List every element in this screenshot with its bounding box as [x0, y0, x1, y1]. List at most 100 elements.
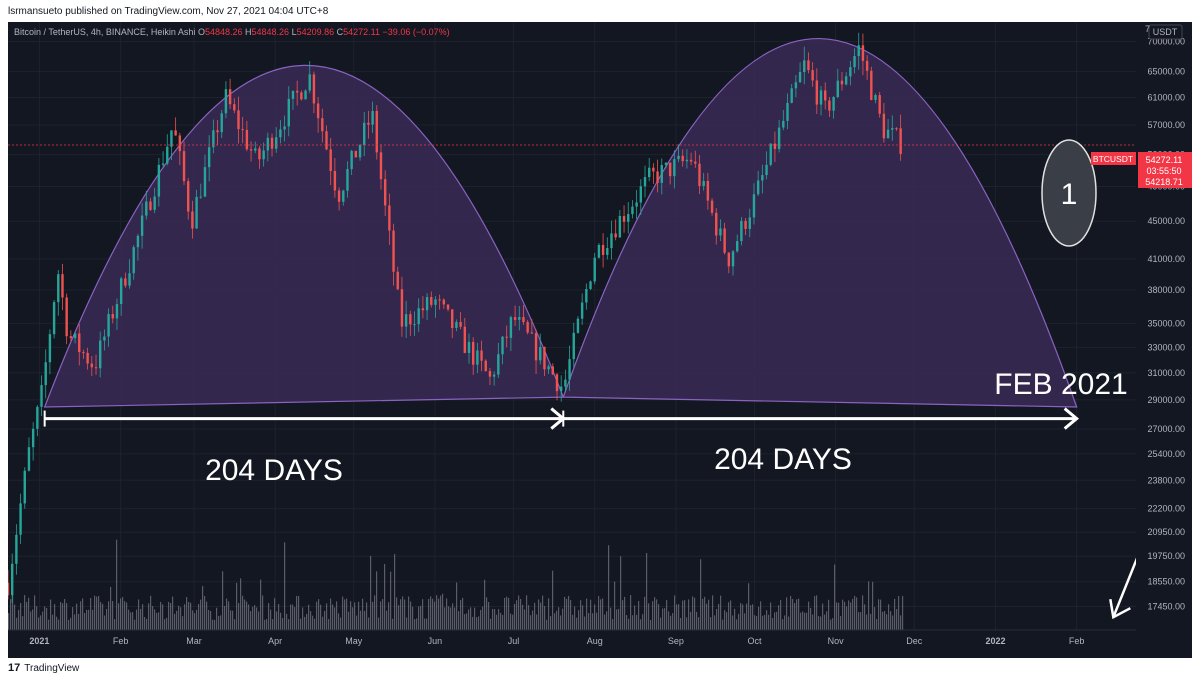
- volume-bar: [770, 602, 772, 630]
- legend-high: 54848.26: [251, 27, 290, 37]
- volume-bar: [214, 619, 216, 630]
- volume-bar: [100, 602, 102, 630]
- volume-bar: [240, 578, 242, 630]
- volume-bar: [536, 614, 538, 630]
- volume-bar: [172, 596, 174, 630]
- price-chart[interactable]: 1 204 DAYS 204 DAYS FEB 2021 70000.00 650…: [8, 22, 1192, 658]
- volume-bar: [168, 601, 170, 630]
- volume-bar: [358, 601, 360, 630]
- candle-body: [874, 95, 877, 100]
- candle-body: [635, 202, 638, 207]
- candle-body: [174, 130, 177, 136]
- volume-bar: [226, 598, 228, 630]
- volume-bar: [360, 610, 362, 630]
- volume-bar: [616, 609, 618, 630]
- volume-bar: [334, 607, 336, 630]
- volume-bar: [694, 597, 696, 630]
- volume-bar: [324, 610, 326, 630]
- volume-bar: [710, 617, 712, 630]
- volume-bar: [684, 600, 686, 630]
- volume-bar: [482, 606, 484, 630]
- candle-body: [434, 299, 437, 305]
- arc-patterns: [43, 38, 1078, 408]
- candle-body: [681, 155, 684, 162]
- volume-bar: [642, 614, 644, 630]
- volume-bar: [840, 616, 842, 630]
- candle-body: [94, 367, 98, 369]
- candle-body: [136, 235, 140, 248]
- volume-bar: [444, 607, 446, 630]
- volume-bar: [302, 607, 304, 630]
- candle-body: [886, 129, 890, 139]
- volume-bar: [52, 614, 54, 630]
- volume-bar: [362, 598, 364, 630]
- volume-bar: [136, 609, 138, 630]
- volume-bar: [676, 604, 678, 630]
- candle-body: [107, 313, 110, 337]
- volume-bar: [474, 607, 476, 630]
- volume-bar: [212, 619, 214, 630]
- candle-body: [258, 148, 261, 160]
- volume-bar: [260, 579, 262, 630]
- candle-body: [736, 241, 739, 252]
- candle-body: [870, 70, 873, 100]
- volume-bar: [448, 606, 450, 630]
- volume-bar: [620, 556, 622, 630]
- candle-body: [78, 333, 81, 353]
- candle-body: [543, 346, 546, 370]
- candle-body: [606, 248, 609, 255]
- volume-bar: [280, 612, 282, 630]
- candle-body: [254, 148, 257, 151]
- publish-caption: lsrmansueto published on TradingView.com…: [8, 6, 329, 17]
- candle-body: [731, 251, 735, 267]
- volume-bar: [12, 593, 14, 630]
- volume-bar: [178, 605, 180, 630]
- volume-bar: [316, 601, 318, 630]
- candle-body: [840, 80, 844, 85]
- volume-bar: [408, 596, 410, 630]
- volume-bar: [72, 607, 74, 630]
- volume-bar: [534, 602, 536, 630]
- volume-bar: [784, 615, 786, 630]
- volume-bar: [706, 603, 708, 630]
- volume-bar: [786, 597, 788, 630]
- volume-bar: [250, 611, 252, 630]
- volume-bar: [900, 615, 902, 630]
- volume-bar: [288, 619, 290, 630]
- volume-bar: [576, 617, 578, 630]
- candle-body: [266, 137, 270, 151]
- volume-bar: [176, 610, 178, 630]
- volume-bar: [666, 600, 668, 630]
- candle-body: [769, 143, 772, 165]
- symbol-tag-label: BTCUSDT: [1093, 154, 1133, 164]
- volume-bar: [104, 615, 106, 630]
- volume-bar: [160, 601, 162, 630]
- candle-body: [497, 354, 500, 375]
- volume-bar: [614, 581, 616, 630]
- last-price-value: 54272.11: [1146, 155, 1183, 165]
- candle-body: [346, 169, 349, 191]
- volume-bar: [36, 606, 38, 630]
- candle-body: [119, 278, 123, 305]
- legend-close: 54272.11: [343, 27, 381, 37]
- volume-bar: [68, 619, 70, 630]
- candle-body: [899, 128, 902, 154]
- days-label-right: 204 DAYS: [714, 443, 852, 476]
- candle-body: [526, 322, 529, 333]
- candle-body: [832, 96, 835, 111]
- volume-bar: [350, 601, 352, 630]
- chart-panel[interactable]: 1 204 DAYS 204 DAYS FEB 2021 70000.00 650…: [8, 22, 1192, 658]
- volume-bar: [682, 600, 684, 630]
- volume-bar: [830, 619, 832, 630]
- volume-bar: [702, 598, 704, 630]
- footer-brand[interactable]: 17 TradingView: [8, 660, 79, 676]
- time-axis[interactable]: 2021 Feb Mar Apr May Jun Jul Aug Sep Oct Nov Dec 202…: [29, 636, 1084, 646]
- candle-body: [275, 137, 278, 149]
- candle-body: [115, 304, 119, 319]
- candle-body: [287, 98, 290, 127]
- currency-badge[interactable]: [1148, 24, 1183, 40]
- volume-bar: [668, 611, 670, 630]
- volume-bar: [484, 579, 486, 630]
- volume-bar: [312, 615, 314, 630]
- volume-bar: [512, 614, 514, 630]
